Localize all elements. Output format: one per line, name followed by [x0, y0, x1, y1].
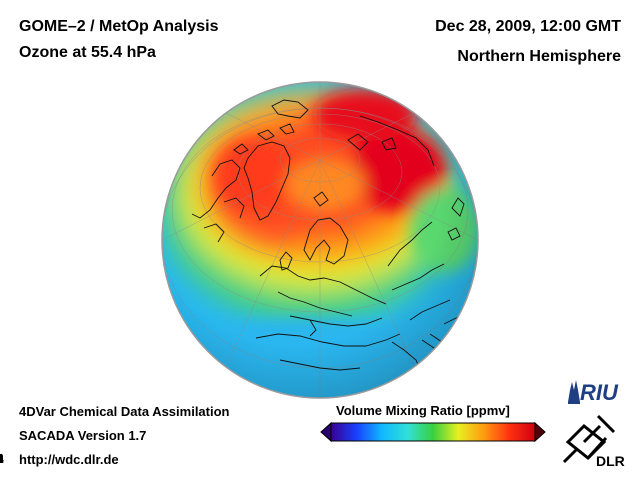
- colorbar-right-arrow: [534, 421, 546, 443]
- ozone-globe-map: [161, 81, 479, 399]
- region-label: Northern Hemisphere: [457, 48, 621, 65]
- colorbar-tick: 1: [0, 451, 4, 466]
- riu-logo: RIU: [568, 380, 619, 405]
- footer-method: 4DVar Chemical Data Assimilation: [19, 404, 230, 419]
- colorbar-tick: 2: [0, 451, 4, 466]
- footer-url: http://wdc.dlr.de: [19, 452, 119, 467]
- globe-outline: [161, 81, 479, 399]
- colorbar-tick: 4: [0, 451, 4, 466]
- globe-shading: [162, 82, 478, 398]
- map-title: GOME–2 / MetOp Analysis: [19, 18, 219, 35]
- riu-logo-text: RIU: [580, 380, 619, 405]
- datetime-label: Dec 28, 2009, 12:00 GMT: [435, 18, 621, 35]
- colorbar-title: Volume Mixing Ratio [ppmv]: [336, 403, 510, 418]
- colorbar-gradient: [330, 422, 536, 442]
- colorbar: [320, 421, 546, 443]
- colorbar-tick: 0: [0, 451, 4, 466]
- map-subtitle: Ozone at 55.4 hPa: [19, 44, 156, 61]
- colorbar-left-arrow: [320, 421, 332, 443]
- colorbar-tick: 3: [0, 451, 4, 466]
- dlr-logo-text: DLR: [596, 453, 625, 469]
- dlr-logo: DLR: [562, 414, 625, 469]
- footer-version: SACADA Version 1.7: [19, 428, 147, 443]
